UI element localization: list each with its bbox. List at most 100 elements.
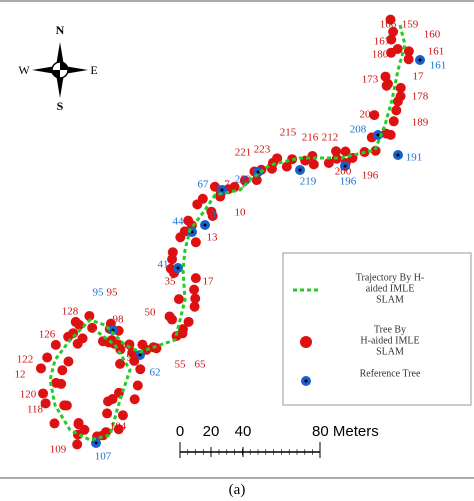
scale-bar: 0 20 40 80 Meters — [176, 423, 379, 458]
tree-dot — [132, 380, 143, 391]
reference-tree-center — [376, 133, 380, 137]
tree-dot — [239, 175, 250, 186]
legend-text: Tree By — [374, 324, 406, 335]
estimated-tree-label: 12 — [15, 369, 26, 381]
tree-dot — [206, 206, 217, 217]
tree-dot — [340, 146, 351, 157]
reference-tree-label: 107 — [95, 451, 112, 463]
estimated-tree-label: 216 — [302, 132, 319, 144]
estimated-tree-label: 50 — [145, 307, 157, 319]
tree-dot — [50, 339, 61, 350]
tree-dot — [251, 175, 262, 186]
reference-tree-label: 191 — [406, 152, 423, 164]
estimated-tree-label: 166 — [380, 19, 397, 31]
estimated-tree-label: 196 — [362, 170, 379, 182]
reference-tree-center — [220, 188, 224, 192]
tree-dot — [386, 34, 397, 45]
tree-dot — [190, 237, 201, 248]
tree-dot — [63, 356, 74, 367]
tree-dot — [173, 294, 184, 305]
legend-reference-dot — [304, 379, 308, 383]
estimated-tree-label: 98 — [113, 314, 125, 326]
reference-tree-center — [176, 266, 180, 270]
estimated-tree-label: 173 — [362, 74, 379, 86]
reference-tree-label: 196 — [340, 176, 357, 188]
reference-tree-label: 219 — [300, 176, 317, 188]
tree-dot — [388, 116, 399, 127]
reference-tree-center — [190, 230, 194, 234]
tree-dot — [42, 352, 53, 363]
legend-text: H-aided IMLE — [360, 335, 419, 346]
legend-text: Reference Tree — [360, 368, 421, 379]
estimated-tree-label: 65 — [195, 359, 207, 371]
compass-s: S — [57, 99, 64, 113]
tree-dot — [323, 158, 334, 169]
tree-dot — [49, 418, 60, 429]
tree-dot — [84, 310, 95, 321]
tree-dot — [189, 284, 200, 295]
legend-text: Trajectory By H- — [356, 272, 425, 283]
reference-tree-center — [256, 170, 260, 174]
tree-dot — [190, 293, 201, 304]
tree-dot — [190, 273, 201, 284]
tree-dot — [87, 322, 98, 333]
estimated-tree-label: 200 — [335, 166, 352, 178]
estimated-tree-label: 126 — [39, 329, 56, 341]
estimated-tree-label: 128 — [62, 306, 79, 318]
estimated-tree-label: 104 — [110, 421, 127, 433]
tree-dot — [369, 110, 380, 121]
tree-dot — [107, 394, 118, 405]
scale-label: 40 — [235, 423, 252, 440]
tree-dot — [391, 105, 402, 116]
tree-dot — [403, 46, 414, 57]
tree-dot — [56, 378, 67, 389]
tree-dot — [266, 163, 277, 174]
estimated-tree-label: 13 — [207, 232, 219, 244]
estimated-tree-label: 20 — [360, 109, 372, 121]
reference-tree-center — [94, 441, 98, 445]
estimated-tree-label: 99 — [127, 352, 139, 364]
tree-dot — [115, 358, 126, 369]
reference-tree-center — [111, 328, 115, 332]
reference-tree-label: 95 — [93, 287, 105, 299]
reference-tree-label: 44 — [173, 216, 185, 228]
scale-label: 20 — [203, 423, 220, 440]
reference-tree-label: 41 — [158, 259, 169, 271]
estimated-tree-label: 118 — [27, 404, 44, 416]
reference-tree-label: 208 — [350, 124, 367, 136]
tree-dot — [135, 364, 146, 375]
tree-dot — [370, 145, 381, 156]
estimated-tree-label: 178 — [412, 91, 429, 103]
tree-dot — [175, 232, 186, 243]
tree-dot — [70, 316, 81, 327]
estimated-tree-label: 35 — [165, 276, 177, 288]
tree-dot — [381, 80, 392, 91]
reference-tree-label: 3 — [210, 209, 216, 221]
tree-dot — [72, 439, 83, 450]
tree-dot — [61, 400, 72, 411]
estimated-tree-label: 1 — [240, 179, 246, 191]
legend-estimated-swatch — [300, 336, 312, 348]
estimated-tree-label: 109 — [50, 444, 67, 456]
estimated-tree-label: 17 — [413, 71, 425, 83]
estimated-tree-label: 161 — [428, 46, 445, 58]
tree-dot — [38, 388, 49, 399]
reference-tree-label: 67 — [198, 179, 210, 191]
tree-dot — [35, 363, 46, 374]
tree-dot — [113, 424, 124, 435]
compass-n: N — [56, 23, 65, 37]
reference-tree-center — [203, 223, 207, 227]
estimated-tree-label: 189 — [412, 117, 429, 129]
tree-dot — [167, 314, 178, 325]
reference-tree-label: 222 — [235, 174, 252, 186]
tree-dot — [57, 365, 68, 376]
compass-e: E — [90, 63, 97, 77]
estimated-tree-label: 17 — [203, 276, 215, 288]
tree-dot — [189, 301, 200, 312]
estimated-tree-label: 122 — [17, 354, 34, 366]
tree-dot — [388, 26, 399, 37]
estimated-tree-label: 167 — [374, 36, 391, 48]
